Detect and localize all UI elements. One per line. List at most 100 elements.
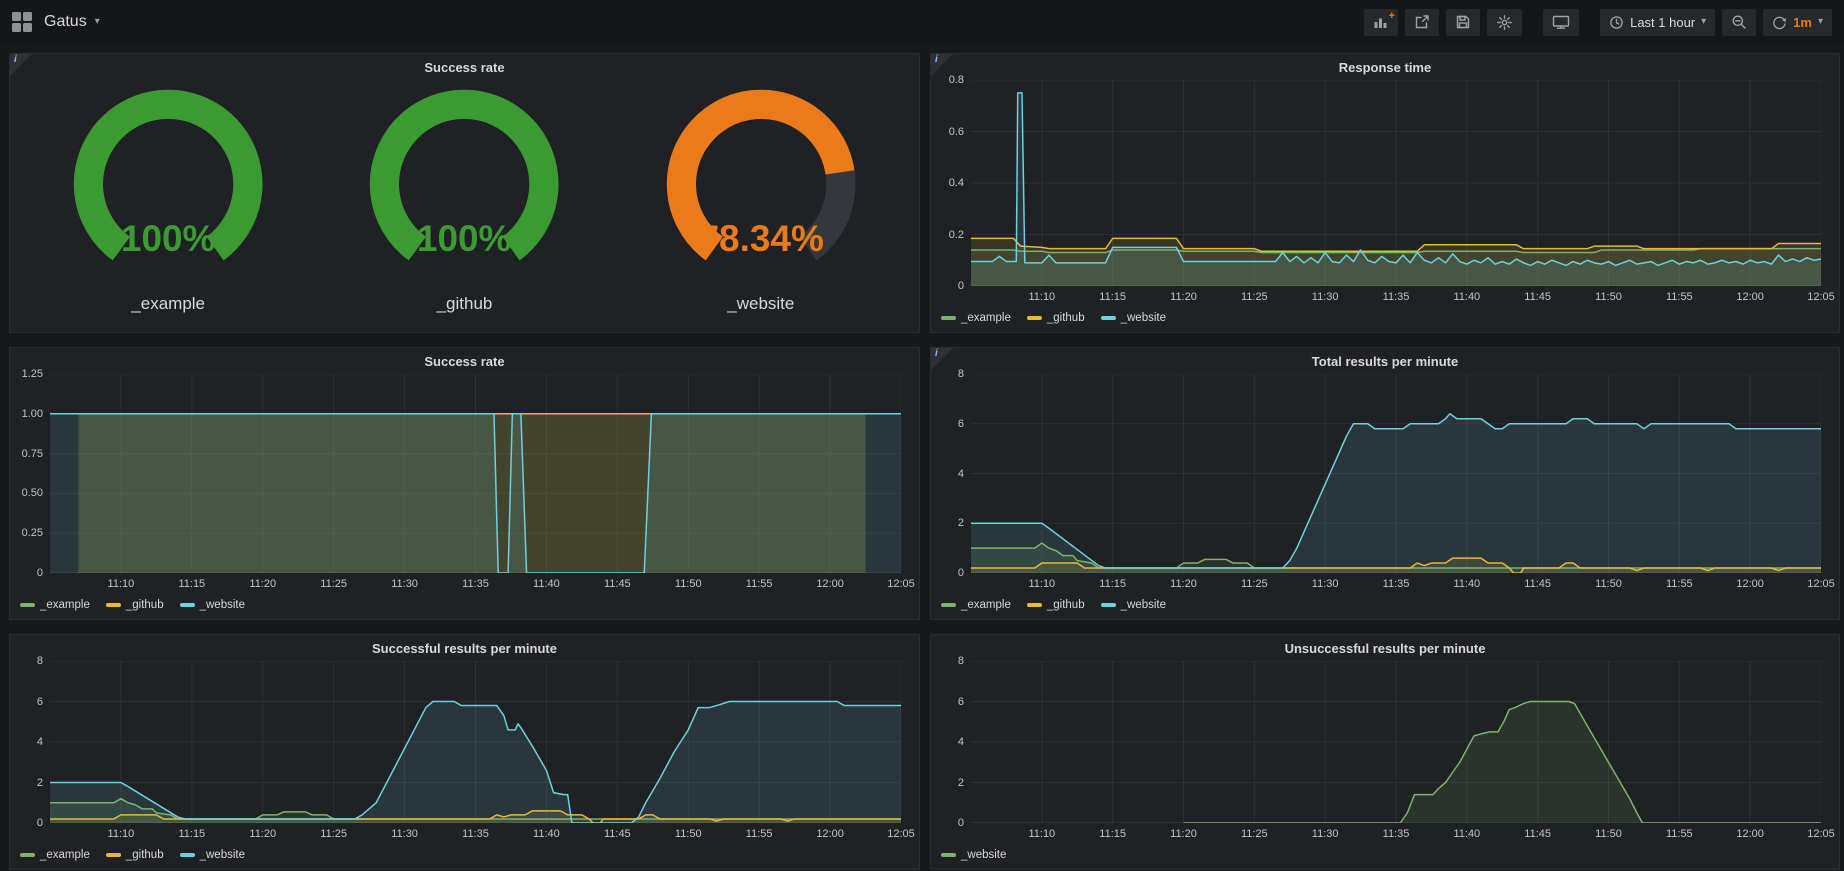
save-button[interactable] xyxy=(1446,9,1480,36)
y-tick-label: 0 xyxy=(958,817,964,829)
x-tick-label: 11:55 xyxy=(746,578,773,590)
cycle-view-button[interactable] xyxy=(1543,9,1579,36)
panel-title[interactable]: Successful results per minute xyxy=(372,641,557,656)
zoom-out-button[interactable] xyxy=(1722,9,1756,36)
legend-label: _website xyxy=(200,599,245,611)
chart-plot-area[interactable] xyxy=(50,661,901,823)
x-tick-label: 11:50 xyxy=(675,578,702,590)
chart-plot-area[interactable] xyxy=(971,661,1821,823)
series-fill-_website xyxy=(50,414,901,573)
x-axis: 11:1011:1511:2011:2511:3011:3511:4011:45… xyxy=(971,288,1821,306)
legend-color-icon xyxy=(106,603,121,607)
x-tick-label: 11:40 xyxy=(1453,578,1480,590)
legend-label: _example xyxy=(40,849,90,861)
legend-item-_github[interactable]: _github xyxy=(106,849,164,861)
chart-plot-area[interactable] xyxy=(971,80,1821,286)
share-button[interactable] xyxy=(1405,9,1439,36)
panel-title[interactable]: Success rate xyxy=(424,60,504,75)
chart-body: 8642011:1011:1511:2011:2511:3011:3511:40… xyxy=(20,661,909,865)
x-tick-label: 12:00 xyxy=(816,578,844,590)
legend-item-_example[interactable]: _example xyxy=(941,599,1011,611)
y-tick-label: 8 xyxy=(37,655,43,667)
panel-title[interactable]: Total results per minute xyxy=(1312,354,1458,369)
legend-item-_example[interactable]: _example xyxy=(20,599,90,611)
y-tick-label: 8 xyxy=(958,655,964,667)
zoom-out-icon xyxy=(1731,14,1747,30)
monitor-icon xyxy=(1552,14,1570,30)
legend-item-_example[interactable]: _example xyxy=(20,849,90,861)
legend-item-_github[interactable]: _github xyxy=(106,599,164,611)
add-panel-button[interactable]: + xyxy=(1364,9,1398,36)
x-tick-label: 11:15 xyxy=(1099,578,1126,590)
chart-plot-area[interactable] xyxy=(971,374,1821,573)
chevron-down-icon: ▾ xyxy=(1818,17,1823,27)
legend-color-icon xyxy=(1027,603,1042,607)
y-axis: 86420 xyxy=(941,661,967,823)
y-tick-label: 4 xyxy=(37,736,43,748)
panel-info-icon[interactable]: i xyxy=(10,54,32,76)
x-tick-label: 11:30 xyxy=(1312,578,1339,590)
legend-item-_website[interactable]: _website xyxy=(180,849,245,861)
x-tick-label: 11:10 xyxy=(108,578,135,590)
panel-title[interactable]: Success rate xyxy=(424,354,504,369)
x-tick-label: 11:40 xyxy=(533,828,560,840)
legend-color-icon xyxy=(941,316,956,320)
legend-label: _github xyxy=(126,599,164,611)
save-icon xyxy=(1455,14,1471,30)
x-tick-label: 11:50 xyxy=(675,828,702,840)
x-axis: 11:1011:1511:2011:2511:3011:3511:4011:45… xyxy=(50,575,901,593)
legend-item-_website[interactable]: _website xyxy=(941,849,1006,861)
legend-item-_example[interactable]: _example xyxy=(941,312,1011,324)
bar-chart-icon xyxy=(1373,14,1389,30)
chart-legend: _example _github _website xyxy=(20,595,245,615)
y-tick-label: 0.75 xyxy=(22,448,43,460)
dashboard-title-dropdown[interactable]: Gatus ▾ xyxy=(44,13,100,31)
gauge-_website[interactable]: 78.34%_website xyxy=(613,80,909,328)
panel-info-icon[interactable]: i xyxy=(931,54,953,76)
chart-legend: _example _github _website xyxy=(20,845,245,865)
x-tick-label: 11:45 xyxy=(1524,291,1551,303)
panel-info-icon[interactable]: i xyxy=(931,348,953,370)
x-tick-label: 11:20 xyxy=(1170,291,1197,303)
x-tick-label: 11:35 xyxy=(1383,828,1410,840)
refresh-button[interactable]: 1m ▾ xyxy=(1763,9,1832,36)
legend-item-_github[interactable]: _github xyxy=(1027,312,1085,324)
legend-item-_website[interactable]: _website xyxy=(1101,599,1166,611)
x-tick-label: 12:05 xyxy=(1807,828,1835,840)
x-tick-label: 11:55 xyxy=(1666,291,1693,303)
chevron-down-icon: ▾ xyxy=(1701,17,1706,27)
y-tick-label: 8 xyxy=(958,368,964,380)
panel-total-results: i Total results per minute 8642011:1011:… xyxy=(930,347,1840,620)
legend-item-_website[interactable]: _website xyxy=(1101,312,1166,324)
y-tick-label: 0.50 xyxy=(22,487,43,499)
panel-title[interactable]: Response time xyxy=(1339,60,1431,75)
legend-label: _example xyxy=(961,312,1011,324)
time-range-picker[interactable]: Last 1 hour ▾ xyxy=(1600,9,1715,36)
settings-button[interactable] xyxy=(1487,9,1522,36)
legend-label: _github xyxy=(126,849,164,861)
x-axis: 11:1011:1511:2011:2511:3011:3511:4011:45… xyxy=(971,575,1821,593)
gauge-series-label: _example xyxy=(131,294,205,314)
legend-item-_github[interactable]: _github xyxy=(1027,599,1085,611)
panel-title[interactable]: Unsuccessful results per minute xyxy=(1285,641,1486,656)
legend-color-icon xyxy=(1027,316,1042,320)
legend-color-icon xyxy=(941,853,956,857)
legend-label: _website xyxy=(200,849,245,861)
y-tick-label: 0.25 xyxy=(22,527,43,539)
y-tick-label: 0.8 xyxy=(949,74,964,86)
x-tick-label: 11:25 xyxy=(320,578,347,590)
x-tick-label: 11:20 xyxy=(1170,578,1197,590)
chart-legend: _example _github _website xyxy=(941,308,1166,328)
y-tick-label: 0.4 xyxy=(949,177,964,189)
gauge-_github[interactable]: 100%_github xyxy=(316,80,612,328)
gauge-_example[interactable]: 100%_example xyxy=(20,80,316,328)
chart-plot-area[interactable] xyxy=(50,374,901,573)
legend-label: _example xyxy=(961,599,1011,611)
x-tick-label: 11:45 xyxy=(604,578,631,590)
y-tick-label: 4 xyxy=(958,468,964,480)
x-tick-label: 12:00 xyxy=(816,828,844,840)
x-tick-label: 11:35 xyxy=(462,828,489,840)
grafana-menu-icon[interactable] xyxy=(12,12,32,32)
legend-item-_website[interactable]: _website xyxy=(180,599,245,611)
x-tick-label: 11:55 xyxy=(1666,828,1693,840)
